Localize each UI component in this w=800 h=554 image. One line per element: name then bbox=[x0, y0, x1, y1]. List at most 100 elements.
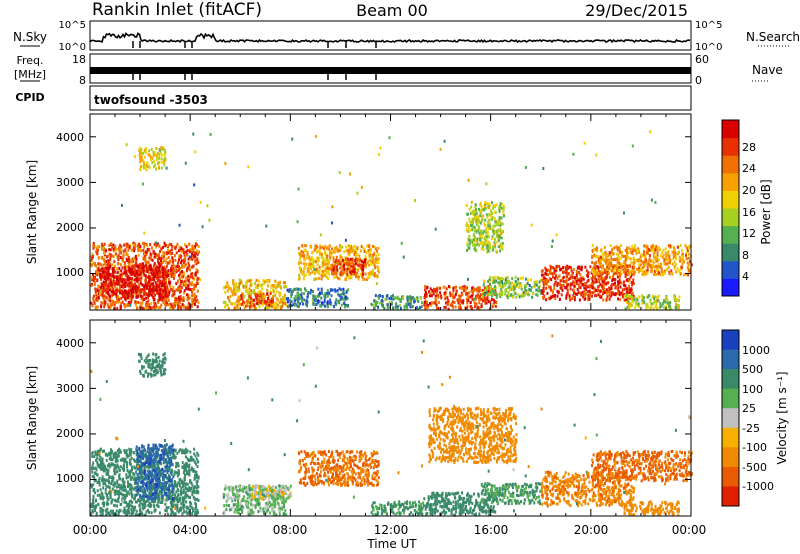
scatter-cell bbox=[499, 249, 501, 253]
scatter-cell bbox=[290, 290, 293, 294]
scatter-cell bbox=[314, 277, 317, 281]
scatter-cell bbox=[430, 301, 433, 305]
scatter-cell bbox=[118, 266, 121, 270]
scatter-cell bbox=[122, 253, 125, 257]
scatter-cell bbox=[101, 245, 104, 249]
scatter-cell bbox=[515, 295, 518, 299]
scatter-cell bbox=[653, 299, 656, 303]
scatter-cell bbox=[191, 256, 194, 260]
scatter-cell bbox=[154, 163, 157, 167]
scatter-cell bbox=[646, 251, 649, 255]
scatter-cell bbox=[281, 301, 284, 305]
scatter-cell bbox=[681, 262, 684, 266]
scatter-cell bbox=[506, 294, 508, 298]
scatter-cell bbox=[236, 306, 239, 310]
scatter-cell bbox=[103, 277, 106, 280]
scatter-cell bbox=[552, 294, 555, 298]
scatter-cell bbox=[657, 294, 660, 298]
scatter-cell bbox=[350, 257, 352, 261]
scatter-cell bbox=[178, 223, 181, 227]
scatter-cell bbox=[339, 266, 341, 270]
scatter-cell bbox=[659, 305, 662, 309]
scatter-cell bbox=[543, 280, 546, 283]
scatter-cell bbox=[166, 274, 169, 278]
scatter-cell bbox=[128, 281, 131, 285]
scatter-cell bbox=[443, 305, 446, 309]
scatter-cell bbox=[182, 271, 185, 275]
scatter-cell bbox=[130, 288, 132, 292]
scatter-cell bbox=[189, 276, 191, 279]
scatter-cell bbox=[173, 273, 176, 277]
scatter-cell bbox=[342, 290, 345, 294]
scatter-cell bbox=[509, 288, 511, 292]
scatter-cell bbox=[274, 286, 277, 290]
power-y-ticks: 1000 2000 3000 4000 bbox=[56, 114, 692, 310]
scatter-cell bbox=[301, 296, 304, 300]
scatter-cell bbox=[160, 257, 163, 261]
scatter-cell bbox=[518, 283, 521, 287]
scatter-cell bbox=[425, 295, 428, 298]
scatter-cell bbox=[161, 282, 164, 286]
scatter-cell bbox=[591, 267, 594, 271]
scatter-cell bbox=[576, 266, 579, 270]
scatter-cell bbox=[164, 285, 167, 289]
scatter-cell bbox=[581, 276, 584, 280]
scatter-cell bbox=[317, 256, 320, 260]
scatter-cell bbox=[660, 264, 663, 268]
scatter-cell bbox=[625, 297, 628, 301]
scatter-cell bbox=[185, 293, 188, 297]
scatter-cell bbox=[300, 250, 303, 253]
scatter-cell bbox=[624, 307, 627, 311]
scatter-cell bbox=[133, 473, 136, 477]
scatter-cell bbox=[675, 302, 678, 306]
scatter-cell bbox=[156, 279, 159, 283]
scatter-cell bbox=[641, 296, 644, 300]
scatter-cell bbox=[575, 273, 578, 277]
scatter-cell bbox=[673, 246, 675, 250]
scatter-cell bbox=[338, 293, 341, 297]
scatter-cell bbox=[352, 269, 355, 273]
scatter-cell bbox=[125, 494, 128, 497]
scatter-cell bbox=[595, 153, 598, 157]
scatter-cell bbox=[119, 279, 121, 283]
scatter-cell bbox=[261, 303, 264, 307]
scatter-cell bbox=[324, 252, 327, 256]
scatter-cell bbox=[344, 257, 347, 261]
scatter-cell bbox=[654, 200, 657, 204]
scatter-cell bbox=[140, 155, 143, 159]
scatter-cell bbox=[326, 258, 329, 262]
scatter-cell bbox=[146, 275, 149, 279]
scatter-cell bbox=[108, 248, 111, 252]
scatter-cell bbox=[492, 276, 495, 280]
scatter-cell bbox=[308, 257, 311, 261]
scatter-cell bbox=[156, 242, 159, 246]
scatter-cell bbox=[331, 263, 334, 267]
scatter-cell bbox=[474, 305, 476, 309]
scatter-cell bbox=[334, 266, 337, 270]
scatter-cell bbox=[124, 290, 127, 293]
scatter-cell bbox=[601, 252, 604, 256]
scatter-cell bbox=[346, 297, 349, 301]
scatter-cell bbox=[381, 303, 383, 307]
scatter-cell bbox=[426, 285, 429, 289]
scatter-cell bbox=[146, 261, 149, 265]
scatter-cell bbox=[617, 246, 620, 250]
scatter-cell bbox=[171, 288, 174, 292]
scatter-cell bbox=[259, 284, 262, 288]
scatter-cell bbox=[158, 261, 161, 265]
velocity-data bbox=[90, 334, 693, 517]
scatter-cell bbox=[326, 304, 329, 308]
scatter-cell bbox=[476, 305, 479, 309]
scatter-cell bbox=[668, 256, 671, 260]
scatter-cell bbox=[626, 265, 629, 268]
scatter-cell bbox=[550, 295, 552, 299]
scatter-cell bbox=[313, 303, 316, 307]
scatter-cell bbox=[100, 304, 103, 308]
scatter-cell bbox=[433, 301, 436, 305]
scatter-cell bbox=[419, 296, 422, 300]
scatter-cell bbox=[234, 306, 237, 310]
scatter-cell bbox=[656, 267, 659, 271]
scatter-cell bbox=[145, 164, 148, 168]
scatter-cell bbox=[348, 253, 351, 257]
scatter-cell bbox=[478, 243, 481, 247]
